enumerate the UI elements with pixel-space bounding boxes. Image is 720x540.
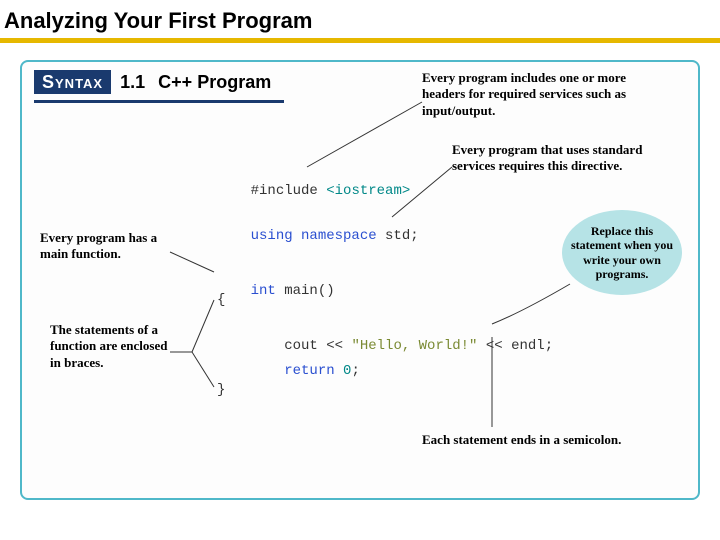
syntax-number: 1.1 xyxy=(120,72,145,92)
syntax-header-underline xyxy=(34,100,284,103)
code-include-pre: #include xyxy=(251,183,327,199)
code-brace-close: } xyxy=(217,382,225,398)
code-main-txt: main() xyxy=(276,283,335,299)
code-hello-str: "Hello, World!" xyxy=(351,338,477,354)
code-using-semi: ; xyxy=(410,228,418,244)
code-cout-semi: ; xyxy=(545,338,553,354)
code-return-kw: return xyxy=(284,363,334,379)
page-title: Analyzing Your First Program xyxy=(0,0,720,38)
code-endl: endl xyxy=(511,338,545,354)
code-return-semi: ; xyxy=(351,363,359,379)
syntax-header: Syntax 1.1 C++ Program xyxy=(34,72,271,93)
callout-bubble: Replace this statement when you write yo… xyxy=(562,210,682,295)
title-underline xyxy=(0,38,720,43)
code-include: #include <iostream> xyxy=(217,167,410,215)
code-zero: 0 xyxy=(335,363,352,379)
annot-braces: The statements of a function are enclose… xyxy=(50,322,170,371)
code-include-hdr: <iostream> xyxy=(326,183,410,199)
annot-semicolon: Each statement ends in a semicolon. xyxy=(422,432,662,448)
code-indent2 xyxy=(251,363,285,379)
code-using: using namespace std; xyxy=(217,212,419,260)
syntax-panel: Syntax 1.1 C++ Program Every program inc… xyxy=(20,60,700,500)
code-using-ns: std xyxy=(385,228,410,244)
callout-text: Replace this statement when you write yo… xyxy=(570,224,674,282)
code-int-kw: int xyxy=(251,283,276,299)
code-brace-open: { xyxy=(217,292,225,308)
syntax-title: C++ Program xyxy=(158,72,271,92)
annot-directive: Every program that uses standard service… xyxy=(452,142,672,175)
code-lshift2: << xyxy=(477,338,511,354)
syntax-label: Syntax xyxy=(34,70,111,94)
annot-main-fn: Every program has a main function. xyxy=(40,230,170,263)
code-using-pre: using namespace xyxy=(251,228,385,244)
code-main-sig: int main() xyxy=(217,267,335,315)
annot-headers: Every program includes one or more heade… xyxy=(422,70,662,119)
code-return-line: return 0; xyxy=(217,347,360,395)
